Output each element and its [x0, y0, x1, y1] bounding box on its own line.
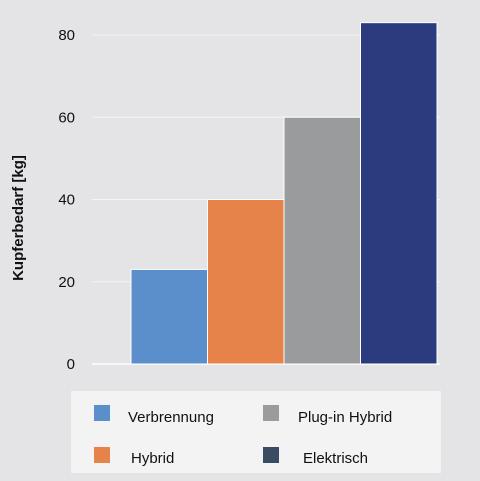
legend-swatch [263, 405, 279, 421]
legend-label: Elektrisch [303, 450, 368, 467]
legend-swatch [263, 447, 279, 463]
y-tick-label: 0 [67, 356, 75, 373]
bar [283, 116, 361, 365]
bar [130, 268, 208, 365]
legend-swatch [94, 447, 110, 463]
bars [130, 22, 438, 365]
y-tick-labels: 0 20 40 60 80 [58, 27, 75, 373]
y-tick-label: 40 [58, 192, 75, 209]
legend-label: Plug-in Hybrid [298, 409, 392, 426]
legend-label: Verbrennung [128, 409, 214, 426]
bar [360, 22, 438, 365]
y-tick-label: 60 [58, 109, 75, 126]
legend: Verbrennung Plug-in Hybrid Hybrid Elektrisc… [71, 391, 441, 473]
y-tick-label: 20 [58, 274, 75, 291]
legend-swatch [94, 405, 110, 421]
y-axis-title: Kupferbedarf [kg] [10, 155, 27, 281]
bar [207, 199, 285, 365]
y-tick-label: 80 [58, 27, 75, 44]
legend-box [71, 391, 441, 473]
legend-label: Hybrid [131, 450, 174, 467]
